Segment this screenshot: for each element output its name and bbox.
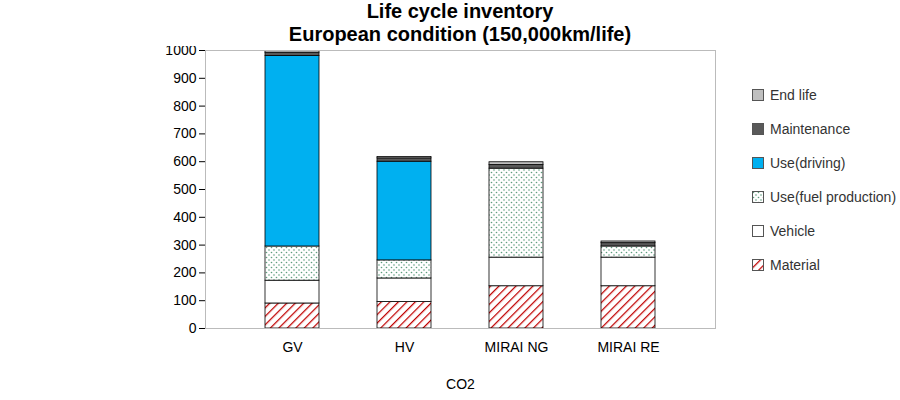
- svg-text:400: 400: [173, 209, 197, 225]
- html-text:Use(fuel production): Use(fuel production): [770, 189, 897, 205]
- html-text:Vehicle: Vehicle: [770, 223, 816, 239]
- html-text:Use(driving): Use(driving): [770, 155, 846, 171]
- svg-text:HV: HV: [395, 339, 415, 355]
- svg-text:0: 0: [189, 320, 197, 336]
- svg-text:CO2: CO2: [446, 376, 475, 392]
- svg-text:1000: 1000: [165, 46, 196, 58]
- html-text:Maintenance: Maintenance: [770, 121, 851, 137]
- svg-text:200: 200: [173, 264, 197, 280]
- html-text:European condition (150,000km/: European condition (150,000km/life): [288, 23, 632, 45]
- svg-text:300: 300: [173, 237, 197, 253]
- svg-text:800: 800: [173, 98, 197, 114]
- svg-text:500: 500: [173, 181, 197, 197]
- svg-text:900: 900: [173, 70, 197, 86]
- svg-text:600: 600: [173, 153, 197, 169]
- svg-text:MIRAI RE: MIRAI RE: [597, 339, 659, 355]
- html-text:Life cycle inventory: Life cycle inventory: [366, 0, 554, 22]
- svg-text:MIRAI NG: MIRAI NG: [485, 339, 549, 355]
- html-text:End life: End life: [770, 87, 817, 103]
- svg-text:GV: GV: [282, 339, 303, 355]
- svg-text:100: 100: [173, 292, 197, 308]
- svg-text:700: 700: [173, 125, 197, 141]
- html-text:Material: Material: [770, 257, 820, 273]
